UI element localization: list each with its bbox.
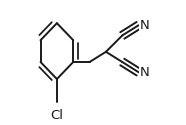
Text: Cl: Cl — [50, 109, 63, 122]
Text: N: N — [139, 19, 149, 32]
Text: N: N — [139, 66, 149, 79]
